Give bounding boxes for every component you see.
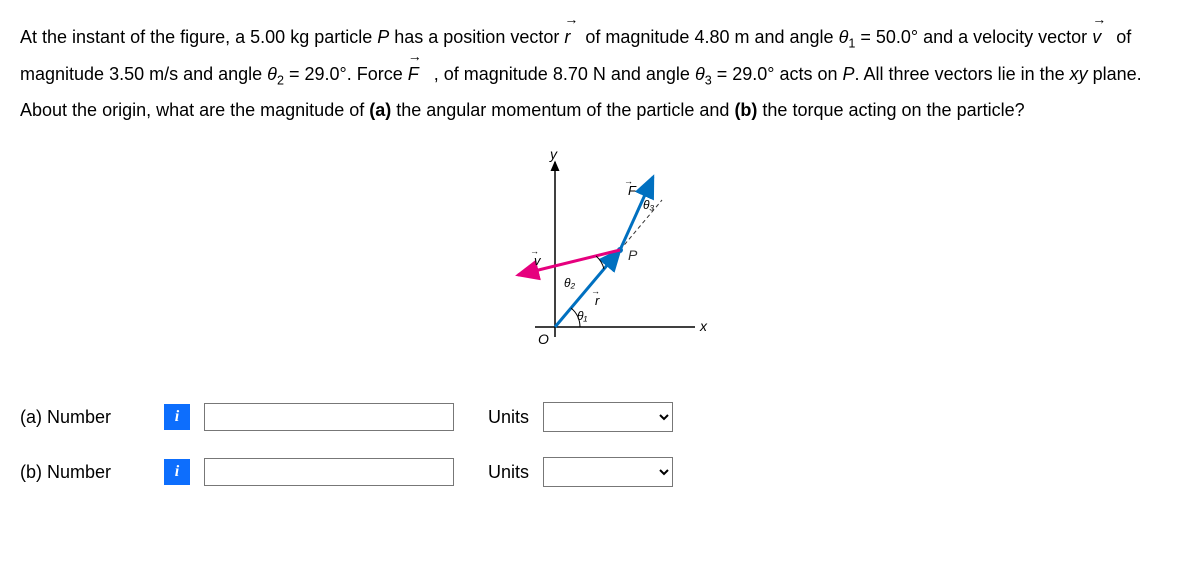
svg-text:→: →	[624, 176, 633, 186]
answer-row-a: (a) Number i Units	[20, 402, 1180, 432]
svg-text:θ₁: θ₁	[577, 309, 588, 323]
figure: y x O r → θ₁ P F → θ₃ v → θ₂	[20, 147, 1180, 372]
units-select-a[interactable]	[543, 402, 673, 432]
answer-row-b: (b) Number i Units	[20, 457, 1180, 487]
vector-F: →F	[408, 57, 419, 91]
label-b: (b) Number	[20, 462, 150, 483]
svg-text:θ₂: θ₂	[564, 276, 576, 290]
svg-text:P: P	[628, 247, 638, 263]
number-input-a[interactable]	[204, 403, 454, 431]
x-axis-label: x	[699, 318, 708, 334]
question-text: At the instant of the figure, a 5.00 kg …	[20, 20, 1180, 127]
number-input-b[interactable]	[204, 458, 454, 486]
svg-text:θ₃: θ₃	[643, 198, 655, 212]
vector-v: →v	[1092, 20, 1101, 54]
y-axis-label: y	[549, 147, 558, 162]
svg-text:→: →	[530, 246, 539, 256]
answer-area: (a) Number i Units (b) Number i Units	[20, 402, 1180, 487]
units-label-a: Units	[488, 407, 529, 428]
vector-r: →r	[564, 20, 570, 54]
info-icon[interactable]: i	[164, 459, 190, 485]
info-icon[interactable]: i	[164, 404, 190, 430]
units-label-b: Units	[488, 462, 529, 483]
units-select-b[interactable]	[543, 457, 673, 487]
svg-text:→: →	[591, 286, 600, 296]
origin-label: O	[538, 331, 549, 347]
label-a: (a) Number	[20, 407, 150, 428]
